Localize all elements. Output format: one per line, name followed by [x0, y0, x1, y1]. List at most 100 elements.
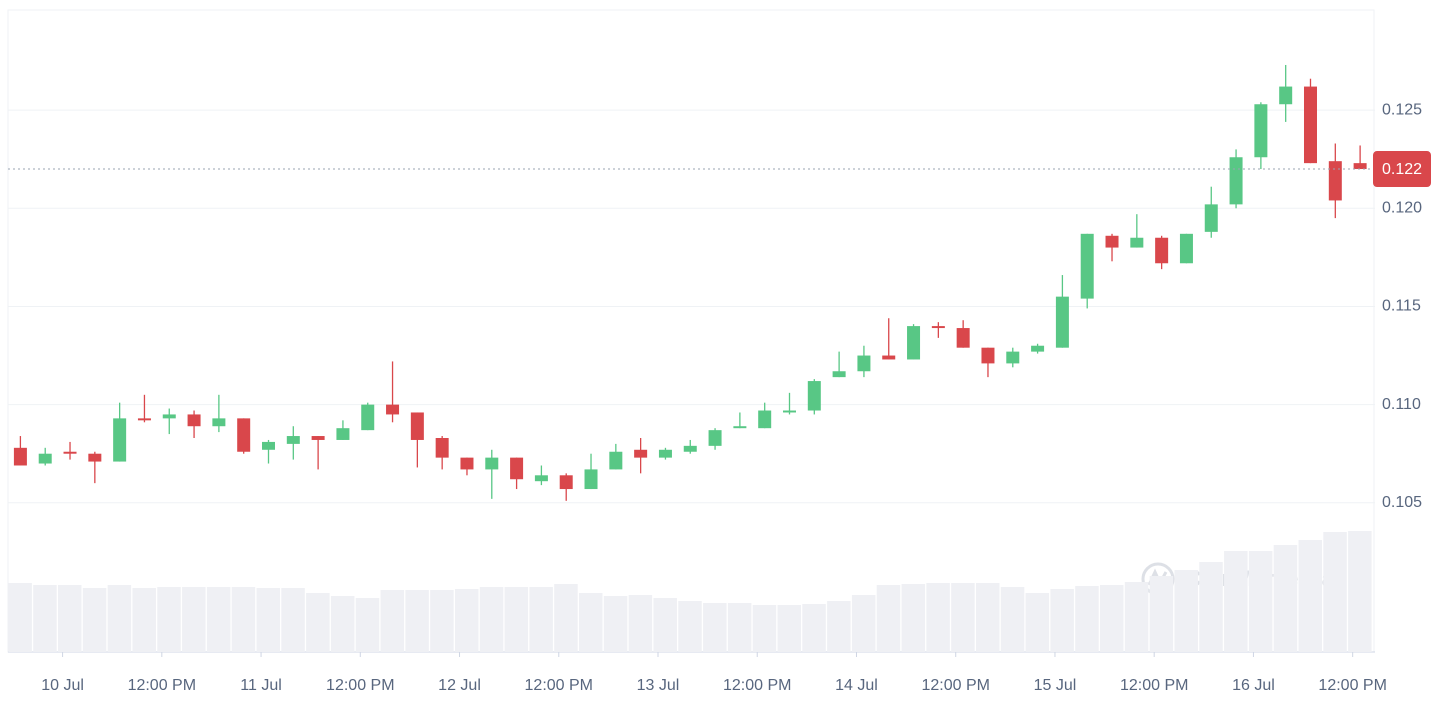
volume-bar [107, 585, 132, 652]
volume-bar [529, 587, 553, 652]
volume-bar [703, 603, 727, 652]
volume-bar [58, 585, 82, 652]
candle-body [1254, 104, 1268, 158]
candle-body [733, 426, 747, 429]
candle-body [1055, 296, 1069, 348]
x-tick-label: 13 Jul [637, 677, 680, 694]
y-tick-label: 0.105 [1382, 494, 1422, 511]
candle-body [658, 449, 672, 458]
candle-body [88, 453, 102, 462]
volume-bar [1075, 586, 1099, 652]
x-tick-label: 12:00 PM [723, 677, 791, 694]
volume-bar [1273, 545, 1298, 652]
volume-bar [951, 583, 975, 652]
candle-body [162, 414, 176, 419]
volume-bar [678, 601, 702, 652]
plot-frame [7, 9, 1375, 653]
volume-bar [554, 584, 578, 652]
y-tick-label: 0.125 [1382, 101, 1422, 118]
candle-body [956, 328, 970, 348]
volume-bar [281, 588, 305, 652]
candle-body [1031, 345, 1045, 352]
volume-bar [1149, 576, 1174, 652]
candle-body [1204, 204, 1218, 232]
volume-bar [1050, 589, 1074, 652]
candle-body [534, 475, 548, 482]
candle-body [1080, 233, 1094, 299]
volume-bar [1348, 531, 1372, 652]
volume-bar [579, 593, 603, 652]
x-tick-label: 11 Jul [240, 677, 282, 694]
candle-body [981, 347, 995, 364]
x-tick-label: 10 Jul [41, 677, 84, 694]
candle-body [559, 475, 573, 490]
candle-body [807, 381, 821, 411]
candle-body [634, 449, 648, 458]
candle-body [311, 436, 325, 440]
volume-bar [405, 590, 429, 652]
volume-bar [231, 587, 256, 652]
volume-bar [8, 583, 32, 652]
volume-bar [33, 585, 57, 652]
x-tick-label: 12:00 PM [921, 677, 989, 694]
volume-bar [1174, 570, 1198, 652]
volume-bar [132, 588, 156, 652]
candle-body [460, 457, 474, 470]
candle-body [361, 404, 375, 431]
volume-bar [1025, 593, 1050, 652]
volume-bar [454, 589, 479, 652]
x-tick-label: 12 Jul [438, 677, 481, 694]
candle-body [63, 451, 77, 454]
candle-body [584, 469, 598, 490]
candle-body [38, 453, 52, 464]
candle-body [1303, 86, 1317, 164]
volume-bar [603, 596, 628, 652]
candle-body [1155, 237, 1169, 264]
candle-body [336, 428, 350, 440]
volume-bar [256, 588, 280, 652]
volume-bar [380, 590, 405, 652]
candle-body [435, 438, 449, 458]
candle-body [1105, 235, 1119, 248]
candle-body [758, 410, 772, 429]
candle-body [137, 418, 151, 421]
volume-bar [330, 596, 355, 652]
volume-bar [430, 590, 454, 652]
volume-bar [727, 603, 752, 652]
candle-body [1229, 157, 1243, 205]
x-tick-label: 12:00 PM [326, 677, 394, 694]
candle-body [113, 418, 127, 462]
candle-body [261, 441, 275, 450]
candle-body [237, 418, 251, 452]
candle-body [1130, 237, 1144, 248]
volume-bar [802, 604, 826, 652]
candle-body [13, 447, 27, 466]
candle-body [286, 436, 300, 444]
volume-bar [975, 583, 1000, 652]
candle-body [386, 404, 400, 415]
x-tick-label: 15 Jul [1034, 677, 1077, 694]
candle-body [1179, 233, 1193, 264]
volume-bar [182, 587, 206, 652]
candle-body [410, 412, 424, 440]
candle-body [907, 326, 921, 360]
volume-bar [876, 585, 901, 652]
volume-bar [777, 605, 801, 652]
volume-bar [479, 587, 504, 652]
candle-body [609, 451, 623, 470]
candle-body [1353, 163, 1367, 170]
candle-body [1006, 351, 1020, 364]
volume-bar [1248, 551, 1273, 652]
volume-bar [206, 587, 231, 652]
volume-bar [1100, 585, 1124, 652]
volume-bar [926, 583, 950, 652]
volume-bar [504, 587, 529, 652]
volume-bar [628, 595, 653, 652]
volume-bar [1199, 562, 1223, 652]
volume-bar [82, 588, 107, 652]
volume-bar [1124, 582, 1149, 652]
candle-body [882, 355, 896, 360]
y-tick-label: 0.110 [1382, 396, 1421, 413]
x-tick-label: 12:00 PM [128, 677, 196, 694]
